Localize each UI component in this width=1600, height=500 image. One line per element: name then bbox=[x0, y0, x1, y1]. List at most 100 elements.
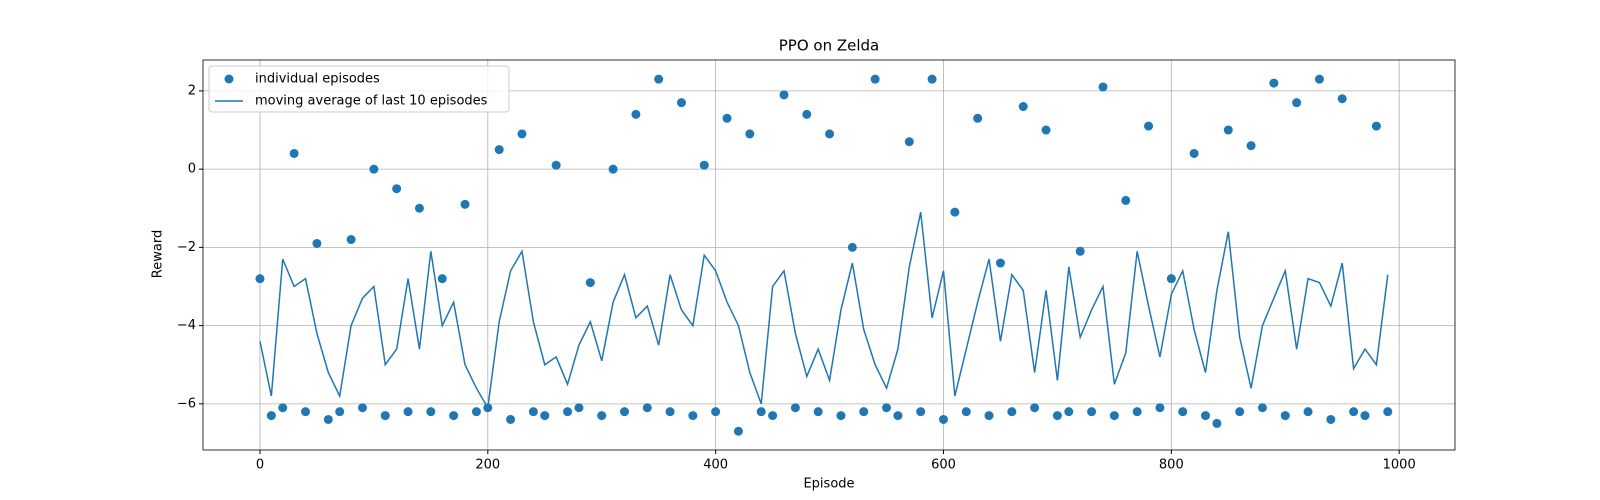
scatter-point bbox=[369, 164, 379, 174]
x-tick-label: 0 bbox=[256, 458, 264, 473]
scatter-point bbox=[1052, 411, 1062, 421]
scatter-point bbox=[927, 74, 937, 84]
scatter-point bbox=[733, 426, 743, 436]
scatter-point bbox=[414, 203, 424, 213]
scatter-point bbox=[676, 98, 686, 108]
legend-box bbox=[208, 65, 510, 113]
x-axis-label: Episode bbox=[803, 477, 854, 492]
scatter-point bbox=[802, 109, 812, 119]
y-tick-label: 0 bbox=[188, 162, 196, 177]
scatter-point bbox=[665, 407, 675, 417]
scatter-point bbox=[1383, 407, 1393, 417]
chart-title: PPO on Zelda bbox=[779, 37, 880, 55]
scatter-point bbox=[882, 403, 892, 413]
scatter-point bbox=[961, 407, 971, 417]
scatter-point bbox=[1007, 407, 1017, 417]
scatter-point bbox=[1246, 141, 1256, 151]
plot-frame bbox=[202, 59, 1456, 451]
scatter-point bbox=[1292, 98, 1302, 108]
scatter-point bbox=[973, 113, 983, 123]
scatter-point bbox=[1337, 94, 1347, 104]
x-tick-label: 600 bbox=[931, 458, 956, 473]
scatter-point bbox=[916, 407, 926, 417]
scatter-point bbox=[995, 258, 1005, 268]
scatter-point bbox=[1201, 411, 1211, 421]
scatter-point bbox=[437, 274, 447, 284]
scatter-point bbox=[1326, 414, 1336, 424]
scatter-point bbox=[711, 407, 721, 417]
scatter-point bbox=[1178, 407, 1188, 417]
scatter-point bbox=[1314, 74, 1324, 84]
scatter-point bbox=[528, 407, 538, 417]
scatter-point bbox=[1166, 274, 1176, 284]
scatter-point bbox=[654, 74, 664, 84]
scatter-point bbox=[836, 411, 846, 421]
scatter-point bbox=[585, 278, 595, 288]
scatter-point bbox=[1132, 407, 1142, 417]
scatter-point bbox=[563, 407, 573, 417]
scatter-point bbox=[870, 74, 880, 84]
scatter-point bbox=[357, 403, 367, 413]
scatter-point bbox=[1098, 82, 1108, 92]
scatter-point bbox=[620, 407, 630, 417]
scatter-point bbox=[642, 403, 652, 413]
x-tick-label: 1000 bbox=[1383, 458, 1416, 473]
scatter-point bbox=[1018, 102, 1028, 112]
y-tick-label: −2 bbox=[177, 240, 196, 255]
scatter-point bbox=[950, 207, 960, 217]
scatter-point bbox=[745, 129, 755, 139]
scatter-point bbox=[574, 403, 584, 413]
scatter-point bbox=[506, 414, 516, 424]
scatter-point bbox=[904, 137, 914, 147]
y-axis-label: Reward bbox=[151, 230, 166, 278]
scatter-point bbox=[847, 242, 857, 252]
scatter-point bbox=[540, 411, 550, 421]
scatter-point bbox=[323, 414, 333, 424]
y-tick-label: −4 bbox=[177, 318, 196, 333]
scatter-point bbox=[1257, 403, 1267, 413]
scatter-point bbox=[859, 407, 869, 417]
scatter-point bbox=[460, 199, 470, 209]
scatter-point bbox=[1121, 195, 1131, 205]
scatter-point bbox=[517, 129, 527, 139]
scatter-point bbox=[608, 164, 618, 174]
legend: individual episodes moving average of las… bbox=[208, 65, 510, 113]
scatter-point bbox=[1041, 125, 1051, 135]
scatter-point bbox=[1349, 407, 1359, 417]
scatter-point bbox=[699, 160, 709, 170]
scatter-point bbox=[266, 411, 276, 421]
scatter-point bbox=[756, 407, 766, 417]
legend-label: moving average of last 10 episodes bbox=[255, 94, 488, 109]
y-tick-label: −6 bbox=[177, 396, 196, 411]
scatter-point bbox=[1269, 78, 1279, 88]
scatter-point bbox=[471, 407, 481, 417]
scatter-point bbox=[938, 414, 948, 424]
scatter-point bbox=[1109, 411, 1119, 421]
scatter-point bbox=[790, 403, 800, 413]
scatter-point bbox=[255, 274, 265, 284]
scatter-point bbox=[722, 113, 732, 123]
x-tick-label: 200 bbox=[475, 458, 500, 473]
x-tick-label: 400 bbox=[703, 458, 728, 473]
scatter-point bbox=[779, 90, 789, 100]
scatter-point bbox=[426, 407, 436, 417]
scatter-point bbox=[312, 238, 322, 248]
scatter-point bbox=[289, 148, 299, 158]
scatter-point bbox=[1144, 121, 1154, 131]
x-tick-label: 800 bbox=[1159, 458, 1184, 473]
line-series bbox=[259, 212, 1389, 411]
scatter-point bbox=[1223, 125, 1233, 135]
scatter-point bbox=[1064, 407, 1074, 417]
scatter-point bbox=[1371, 121, 1381, 131]
y-tick-label: 2 bbox=[188, 83, 196, 98]
scatter-point bbox=[1303, 407, 1313, 417]
scatter-point bbox=[1075, 246, 1085, 256]
scatter-point bbox=[551, 160, 561, 170]
scatter-point bbox=[403, 407, 413, 417]
scatter-point bbox=[1235, 407, 1245, 417]
scatter-point bbox=[301, 407, 311, 417]
scatter-point bbox=[449, 411, 459, 421]
scatter-point bbox=[1087, 407, 1097, 417]
scatter-point bbox=[1155, 403, 1165, 413]
scatter-point bbox=[1360, 411, 1370, 421]
